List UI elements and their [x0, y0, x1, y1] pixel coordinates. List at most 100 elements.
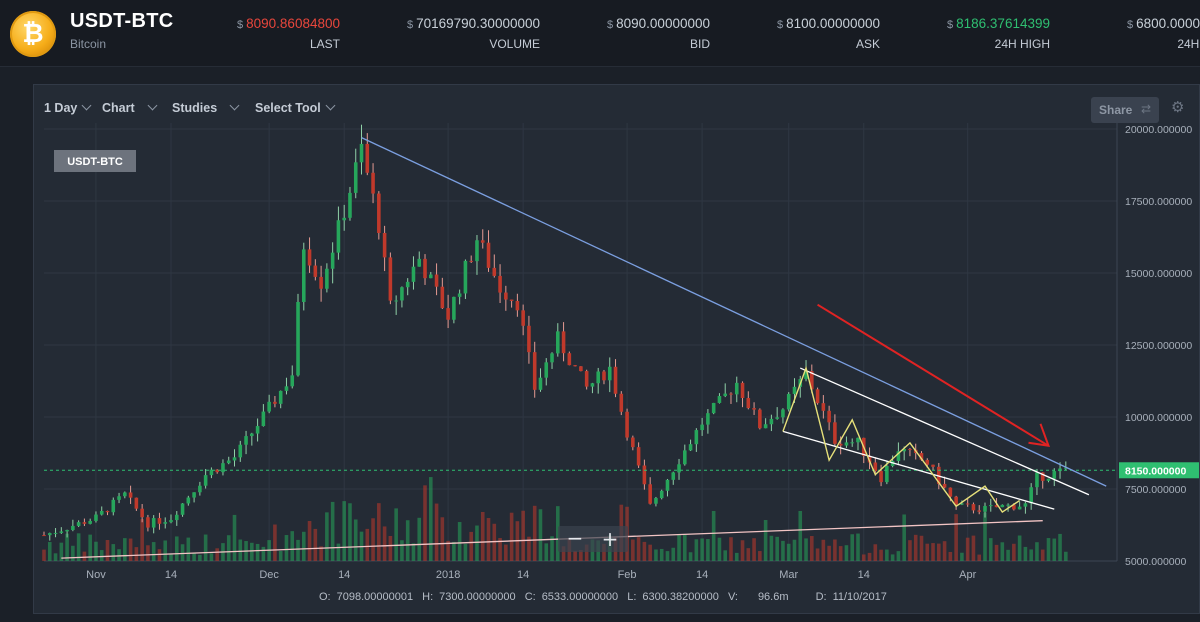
select-tool-label: Select Tool — [255, 101, 321, 115]
candle-body — [59, 531, 64, 533]
volume-bar — [365, 528, 370, 561]
stat-last-value: 8090.86084800 — [246, 16, 340, 31]
volume-bar — [804, 538, 808, 561]
x-tick-label: Apr — [959, 569, 976, 581]
share-button[interactable]: Share ⇄ — [1091, 97, 1159, 123]
volume-bar — [752, 538, 756, 561]
candle-body — [942, 483, 947, 488]
candle-body — [325, 268, 329, 289]
candle-body — [856, 437, 860, 443]
elliott-zigzag — [782, 365, 1021, 514]
zoom-out-icon[interactable]: − — [567, 526, 584, 550]
stat-last: $8090.86084800 LAST — [237, 16, 340, 51]
volume-bar — [186, 537, 191, 561]
candle-body — [469, 260, 473, 262]
volume-bar — [255, 543, 260, 561]
volume-bar — [838, 546, 843, 561]
volume-bar — [226, 535, 231, 561]
stat-bid-value: 8090.00000000 — [616, 16, 710, 31]
stat-24h-low-value: 6800.00000000 — [1136, 16, 1200, 31]
candle-body — [827, 410, 831, 423]
candle-body — [480, 240, 485, 243]
x-tick-label: 14 — [517, 569, 529, 581]
candle-body — [180, 503, 185, 515]
candle-body — [977, 510, 982, 512]
volume-bar — [504, 544, 508, 561]
ticker-header: ₿ USDT-BTC Bitcoin $8090.86084800 LAST $… — [0, 0, 1200, 67]
candle-body — [94, 514, 98, 521]
candle-body — [261, 411, 266, 427]
x-tick-label: 2018 — [436, 569, 460, 581]
candle-body — [267, 401, 271, 412]
candle-body — [221, 463, 225, 473]
x-tick-label: Feb — [618, 569, 637, 581]
candle-body — [925, 459, 930, 465]
candle-body — [47, 533, 52, 536]
volume-bar — [394, 508, 398, 561]
volume-bar — [867, 552, 872, 561]
candle-body — [151, 518, 156, 528]
candle-body — [954, 496, 958, 505]
candle-body — [729, 393, 733, 395]
volume-bar — [342, 501, 346, 561]
volume-bar — [336, 543, 341, 561]
candle-body — [1006, 504, 1010, 506]
volume-bar — [758, 551, 762, 561]
chevron-down-icon — [81, 100, 92, 111]
candle-body — [348, 192, 352, 218]
candle-body — [71, 525, 75, 530]
bitcoin-logo-icon: ₿ — [10, 11, 56, 57]
volume-bar — [925, 543, 930, 561]
candle-body — [273, 401, 277, 404]
volume-bar — [198, 554, 202, 561]
x-tick-label: 14 — [338, 569, 350, 581]
interval-dropdown[interactable]: 1 Day — [44, 100, 92, 115]
zoom-controls[interactable]: − + — [558, 526, 628, 552]
volume-bar — [810, 536, 814, 561]
candle-body — [1040, 472, 1045, 481]
gear-icon[interactable]: ⚙ — [1171, 99, 1185, 116]
x-tick-label: 14 — [696, 569, 708, 581]
volume-bar — [792, 539, 797, 561]
volume-bar — [232, 514, 237, 561]
volume-bar — [965, 537, 970, 561]
last-price-label: 8150.000000 — [1125, 465, 1186, 477]
volume-bar — [284, 535, 289, 561]
volume-bar — [434, 503, 439, 561]
volume-bar — [971, 535, 976, 561]
studies-dropdown[interactable]: Studies — [172, 100, 240, 115]
candle-body — [336, 220, 341, 253]
volume-bar — [908, 540, 912, 561]
high-label: H: — [422, 591, 434, 603]
candle-body — [521, 310, 525, 326]
candle-body — [538, 377, 543, 390]
volume-bar — [954, 514, 958, 561]
zoom-in-icon[interactable]: + — [602, 527, 619, 551]
volume-bar — [452, 541, 456, 561]
price-chart[interactable]: 20000.000000 17500.000000 15000.000000 1250… — [34, 85, 1199, 613]
candle-body — [365, 143, 370, 173]
candle-body — [330, 252, 335, 269]
candle-body — [140, 508, 144, 518]
candle-body — [186, 497, 191, 504]
stat-24h-low-label: 24H LOW — [1177, 37, 1200, 51]
candle-body — [428, 274, 433, 279]
select-tool-dropdown[interactable]: Select Tool — [255, 100, 336, 115]
candle-body — [394, 300, 398, 302]
date-label: D: — [815, 591, 827, 603]
support-trendline — [61, 520, 1043, 559]
volume-bar — [209, 553, 214, 561]
stat-last-label: LAST — [309, 37, 340, 51]
chart-type-dropdown[interactable]: Chart — [102, 100, 158, 115]
volume-bar — [94, 541, 98, 561]
resistance-trendline — [361, 137, 1107, 487]
volume-bar — [475, 525, 479, 561]
candle-body — [590, 383, 595, 387]
candle-body — [636, 447, 641, 466]
volume-bar — [734, 552, 739, 561]
candle-body — [371, 172, 375, 194]
candle-body — [625, 411, 629, 438]
volume-bar — [99, 550, 104, 561]
candle-body — [1029, 487, 1033, 504]
volume-bar — [53, 553, 58, 561]
